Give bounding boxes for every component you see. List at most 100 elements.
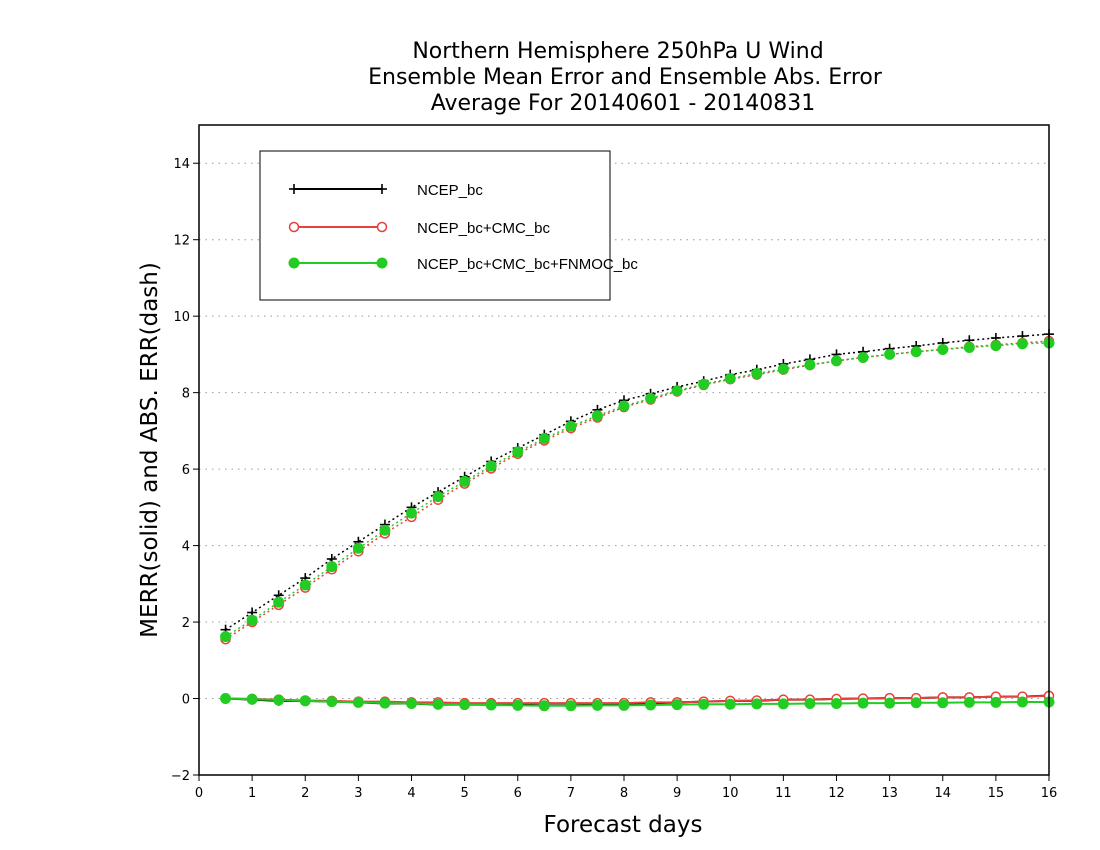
- mean-err-point: [538, 700, 550, 712]
- mean-err-point: [645, 699, 657, 711]
- x-tick-label: 4: [407, 786, 415, 801]
- legend-marker-end: [377, 184, 387, 194]
- mean-err-point: [220, 693, 232, 705]
- x-tick-label: 2: [301, 786, 309, 801]
- abs-err-point: [406, 507, 417, 519]
- x-axis-label: Forecast days: [544, 812, 703, 838]
- legend-label: NCEP_bc+CMC_bc+FNMOC_bc: [417, 256, 638, 273]
- mean-err-point: [618, 699, 630, 711]
- mean-err-point: [485, 699, 497, 711]
- mean-err-point: [326, 696, 338, 708]
- x-tick-label: 7: [567, 786, 575, 801]
- legend-label: NCEP_bc+CMC_bc: [417, 220, 550, 237]
- mean-err-point: [910, 697, 922, 709]
- legend-box: [259, 150, 611, 301]
- mean-err-point: [804, 698, 816, 709]
- legend-marker-end: [376, 221, 388, 233]
- chart-title-line-1: Northern Hemisphere 250hPa U Wind: [412, 39, 823, 64]
- abs-err-point: [751, 368, 763, 380]
- abs-err-point: [937, 343, 949, 355]
- abs-err-point: [857, 351, 869, 363]
- abs-err-point: [565, 420, 577, 432]
- abs-err-line: [225, 340, 1050, 640]
- abs-err-point: [831, 355, 842, 367]
- series-lines: [220, 329, 1055, 712]
- legend-item-0: NCEP_bc: [289, 182, 483, 199]
- abs-err-point: [459, 475, 471, 487]
- mean-err-point: [751, 698, 763, 710]
- abs-err-point: [1016, 338, 1028, 350]
- axes: [193, 124, 1050, 781]
- abs-err-point: [884, 348, 896, 360]
- series-1: [220, 335, 1055, 709]
- y-tick-label: 6: [182, 463, 190, 478]
- y-tick-label: 8: [182, 387, 190, 402]
- abs-err-point: [618, 400, 630, 412]
- x-tick-label: 16: [1041, 786, 1058, 801]
- x-tick-label: 12: [828, 786, 845, 801]
- legend-marker-start: [288, 221, 300, 233]
- x-tick-label: 1: [248, 786, 256, 801]
- mean-err-point: [512, 699, 524, 711]
- legend-marker-start: [289, 184, 299, 194]
- mean-err-point: [591, 699, 603, 711]
- abs-err-point: [963, 342, 975, 354]
- abs-err-point: [299, 579, 311, 591]
- x-tick-label: 3: [354, 786, 362, 801]
- y-tick-label: 4: [182, 540, 190, 555]
- abs-err-point: [698, 378, 710, 390]
- y-tick-label: −2: [171, 769, 190, 784]
- chart-title-line-3: Average For 20140601 - 20140831: [431, 91, 816, 116]
- abs-err-point: [804, 359, 816, 371]
- abs-err-point: [591, 410, 603, 422]
- mean-err-point: [857, 697, 869, 709]
- legend-item-2: NCEP_bc+CMC_bc+FNMOC_bc: [288, 256, 638, 273]
- y-axis-label: MERR(solid) and ABS. ERR(dash): [137, 262, 163, 638]
- mean-err-point: [299, 695, 311, 707]
- abs-err-point: [990, 340, 1002, 352]
- mean-err-point: [777, 698, 789, 710]
- mean-err-point: [990, 696, 1002, 708]
- mean-err-point: [698, 698, 710, 710]
- abs-err-point: [246, 614, 258, 626]
- x-tick-label: 9: [673, 786, 681, 801]
- series-0: [220, 329, 1054, 711]
- x-tick-label: 15: [988, 786, 1005, 801]
- abs-err-point: [485, 460, 497, 472]
- x-tick-label: 5: [460, 786, 468, 801]
- mean-err-point: [406, 698, 417, 709]
- abs-err-point: [220, 631, 232, 643]
- abs-err-point: [777, 363, 789, 375]
- mean-err-point: [565, 700, 577, 712]
- abs-err-point: [379, 524, 391, 536]
- abs-err-point: [645, 392, 657, 404]
- mean-err-point: [937, 697, 949, 709]
- y-tick-label: 14: [173, 157, 190, 172]
- x-tick-label: 6: [514, 786, 522, 801]
- mean-err-point: [379, 697, 391, 709]
- mean-err-point: [884, 697, 896, 709]
- mean-err-point: [1016, 696, 1028, 708]
- x-tick-label: 8: [620, 786, 628, 801]
- abs-err-point: [432, 491, 444, 503]
- legend-label: NCEP_bc: [417, 182, 483, 199]
- mean-err-point: [246, 693, 258, 705]
- abs-err-point: [671, 385, 683, 397]
- legend-marker-end: [376, 257, 388, 269]
- series-2: [220, 337, 1055, 712]
- abs-err-point: [326, 561, 338, 573]
- x-tick-label: 10: [722, 786, 739, 801]
- abs-err-point: [724, 373, 736, 384]
- legend-item-1: NCEP_bc+CMC_bc: [288, 220, 550, 237]
- chart-title: Northern Hemisphere 250hPa U Wind Ensemb…: [368, 39, 883, 116]
- chart-title-line-2: Ensemble Mean Error and Ensemble Abs. Er…: [368, 65, 883, 90]
- x-tick-label: 0: [195, 786, 203, 801]
- mean-err-point: [963, 696, 975, 708]
- y-tick-label: 2: [182, 616, 190, 631]
- abs-err-point: [910, 346, 922, 358]
- mean-err-point: [831, 698, 842, 709]
- abs-err-point: [512, 446, 524, 458]
- mean-err-point: [352, 696, 364, 708]
